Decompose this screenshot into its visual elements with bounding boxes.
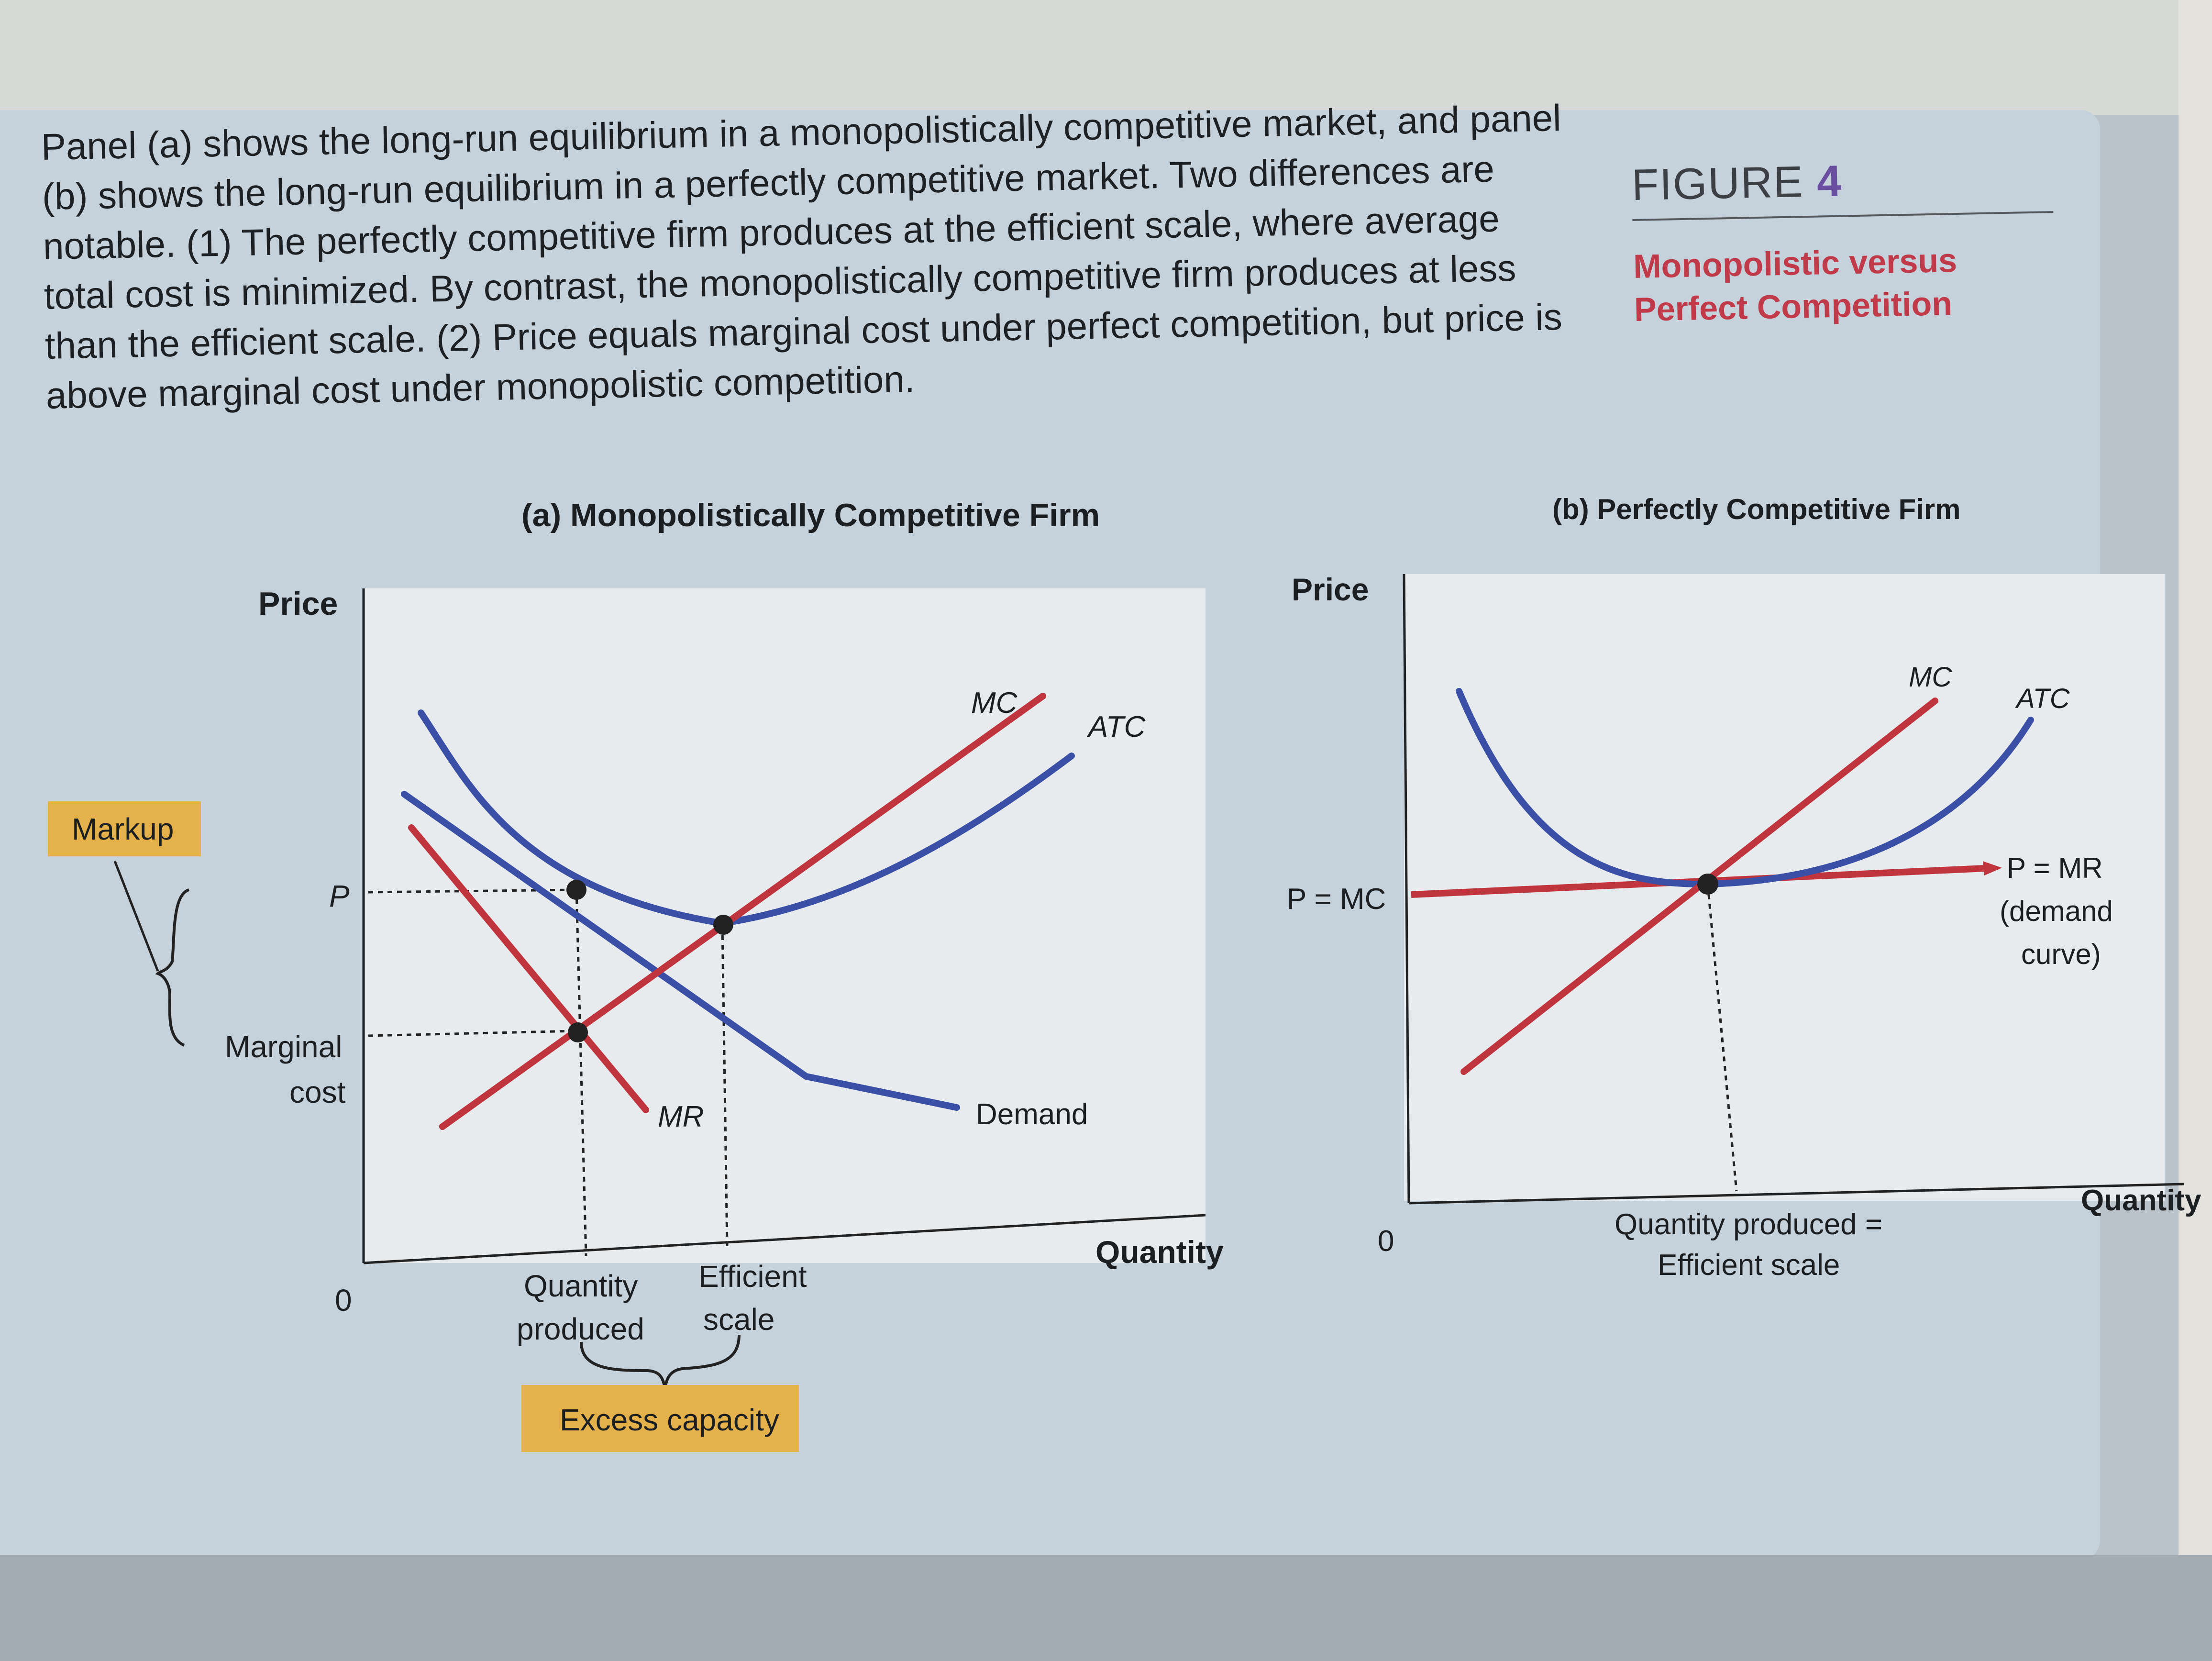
marginal-cost-tick-label-2: cost (289, 1075, 346, 1109)
marginal-cost-guide-line (368, 1030, 577, 1037)
demand-curve-label-2: curve) (2021, 938, 2101, 970)
atc-label: ATC (1086, 710, 1146, 743)
panel-b-quantity-guide-line (1706, 885, 1738, 1192)
panel-b-x-axis-label: Quantity (2081, 1184, 2201, 1217)
mr-mc-intersection-point (568, 1022, 588, 1042)
panel-b: (b) Perfectly Competitive Firm Price Qua… (1287, 493, 2201, 1282)
price-equals-mc-label: P = MC (1287, 883, 1386, 916)
panel-a-title: (a) Monopolistically Competitive Firm (521, 497, 1100, 533)
profit-max-point (566, 880, 586, 900)
panel-b-atc-label: ATC (2015, 683, 2070, 714)
panel-a: (a) Monopolistically Competitive Firm Pr… (48, 497, 1224, 1452)
markup-bracket (155, 888, 190, 1047)
page-edge-right (2179, 0, 2212, 1661)
markup-highlight-box (48, 801, 201, 856)
page-background-top (0, 0, 2212, 115)
panel-b-equilibrium-point (1697, 874, 1718, 895)
demand-label: Demand (976, 1098, 1088, 1131)
page-background-bottom (0, 1555, 2212, 1661)
quantity-produced-guide-line (575, 889, 587, 1256)
markup-pointer (113, 861, 159, 972)
quantity-produced-label-2: produced (517, 1312, 644, 1346)
mc-label: MC (971, 687, 1018, 720)
panel-a-y-axis-label: Price (258, 586, 338, 622)
panel-b-quantity-label-2: Efficient scale (1658, 1249, 1840, 1282)
demand-curve-label-1: (demand (2000, 895, 2113, 927)
mr-label: MR (658, 1100, 704, 1133)
price-mr-label: P = MR (2007, 852, 2103, 884)
excess-capacity-highlight-box (521, 1385, 799, 1452)
price-tick-label: P (329, 879, 350, 913)
panel-a-plot-area (364, 588, 1206, 1263)
panel-b-title: (b) Perfectly Competitive Firm (1552, 493, 1961, 525)
marginal-cost-tick-label-1: Marginal (225, 1030, 342, 1064)
efficient-scale-label-1: Efficient (698, 1259, 807, 1294)
panel-b-mc-label: MC (1909, 662, 1952, 693)
atc-minimum-point (713, 915, 733, 935)
efficient-scale-label-2: scale (703, 1302, 774, 1337)
panel-a-x-axis (363, 1214, 1206, 1264)
demand-curve (401, 791, 960, 1111)
quantity-produced-label-1: Quantity (524, 1269, 638, 1303)
panel-a-x-axis-label: Quantity (1095, 1234, 1224, 1270)
panel-b-origin: 0 (1378, 1225, 1394, 1258)
markup-label: Markup (72, 812, 174, 846)
mc-curve (439, 693, 1046, 1130)
mr-curve (408, 824, 649, 1113)
panel-a-origin: 0 (335, 1283, 352, 1318)
price-mr-arrowhead (1983, 861, 2002, 875)
panel-b-x-axis (1408, 1183, 2184, 1205)
panel-b-y-axis (1403, 574, 1410, 1204)
excess-capacity-label: Excess capacity (560, 1403, 779, 1437)
panel-b-quantity-label-1: Quantity produced = (1615, 1208, 1882, 1241)
panel-b-y-axis-label: Price (1292, 572, 1369, 607)
